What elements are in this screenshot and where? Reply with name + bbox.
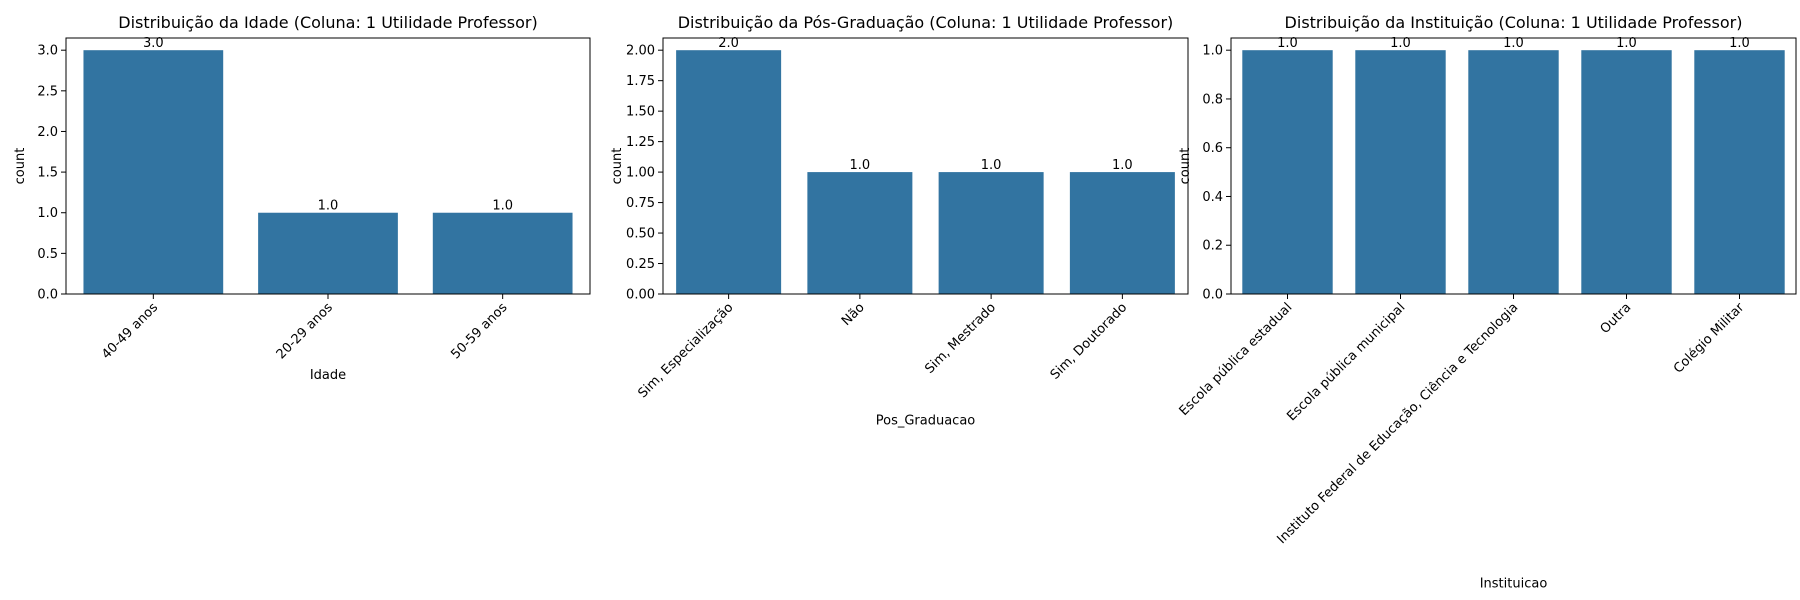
bar-value-label: 1.0 (981, 158, 1002, 173)
x-tick-label: Sim, Especialização (635, 300, 736, 401)
bar-value-label: 1.0 (318, 199, 339, 214)
x-tick-label: 50-59 anos (448, 300, 510, 362)
x-tick-label: 40-49 anos (99, 300, 161, 362)
x-tick-label: Colégio Militar (1671, 300, 1748, 377)
bar (1242, 50, 1333, 294)
y-axis-label: count (13, 148, 28, 185)
bar-value-label: 2.0 (718, 36, 739, 51)
bar (432, 212, 573, 294)
bar-value-label: 1.0 (492, 199, 513, 214)
bar (938, 172, 1044, 294)
bar (1581, 50, 1672, 294)
x-tick-label: 20-29 anos (274, 300, 336, 362)
bar (676, 50, 782, 294)
bar-value-label: 1.0 (850, 158, 871, 173)
bar (807, 172, 913, 294)
x-tick-label: Escola pública municipal (1284, 300, 1408, 424)
bar-value-label: 1.0 (1112, 158, 1133, 173)
y-tick-label: 0.50 (626, 227, 655, 242)
x-tick-label: Sim, Mestrado (922, 300, 999, 377)
y-tick-label: 1.0 (1202, 44, 1223, 59)
y-tick-label: 0.00 (626, 288, 655, 303)
y-tick-label: 1.5 (37, 166, 58, 181)
bar (1468, 50, 1559, 294)
bar (83, 50, 224, 294)
y-tick-label: 2.00 (626, 44, 655, 59)
x-tick-label: Outra (1598, 300, 1635, 337)
x-axis-label: Idade (310, 368, 346, 383)
y-tick-label: 0.0 (1202, 288, 1223, 303)
plot-frame (662, 37, 1189, 295)
bar-value-label: 1.0 (1616, 36, 1637, 51)
chart-title: Distribuição da Instituição (Coluna: 1 U… (1285, 13, 1743, 32)
y-axis-label: count (610, 148, 625, 185)
x-tick-label: Instituto Federal de Educação, Ciência e… (1275, 300, 1522, 547)
y-tick-label: 0.2 (1202, 239, 1223, 254)
y-axis-label: count (1178, 148, 1193, 185)
x-axis-label: Instituicao (1480, 577, 1548, 592)
chart-title: Distribuição da Idade (Coluna: 1 Utilida… (118, 13, 537, 32)
y-tick-label: 1.00 (626, 166, 655, 181)
bar-value-label: 1.0 (1729, 36, 1750, 51)
y-tick-label: 1.0 (37, 206, 58, 221)
x-tick-label: Sim, Doutorado (1048, 300, 1130, 382)
y-tick-label: 0.0 (37, 288, 58, 303)
bar (258, 212, 398, 294)
y-tick-label: 1.25 (626, 135, 655, 150)
bar-value-label: 3.0 (143, 36, 164, 51)
chart-title: Distribuição da Pós-Graduação (Coluna: 1… (678, 13, 1174, 32)
x-tick-label: Não (839, 300, 868, 329)
y-tick-label: 2.5 (37, 84, 58, 99)
y-tick-label: 0.4 (1202, 190, 1223, 205)
bar-value-label: 1.0 (1390, 36, 1411, 51)
x-tick-label: Escola pública estadual (1177, 300, 1296, 419)
bar-value-label: 1.0 (1503, 36, 1524, 51)
y-tick-label: 1.50 (626, 105, 655, 120)
y-tick-label: 3.0 (37, 44, 58, 59)
y-tick-label: 2.0 (37, 125, 58, 140)
y-tick-label: 0.8 (1202, 92, 1223, 107)
bar (1355, 50, 1446, 294)
y-tick-label: 0.75 (626, 196, 655, 211)
y-tick-label: 1.75 (626, 74, 655, 89)
y-tick-label: 0.25 (626, 257, 655, 272)
y-tick-label: 0.5 (37, 247, 58, 262)
bar (1694, 50, 1785, 294)
x-axis-label: Pos_Graduacao (876, 414, 976, 429)
y-tick-label: 0.6 (1202, 141, 1223, 156)
bar (1069, 172, 1175, 294)
bar-value-label: 1.0 (1277, 36, 1298, 51)
